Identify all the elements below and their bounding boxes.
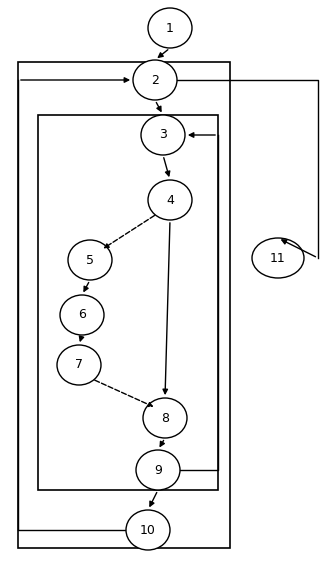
Text: 6: 6 xyxy=(78,308,86,321)
Ellipse shape xyxy=(141,115,185,155)
Text: 9: 9 xyxy=(154,463,162,476)
Ellipse shape xyxy=(60,295,104,335)
Ellipse shape xyxy=(133,60,177,100)
Text: 2: 2 xyxy=(151,73,159,87)
Text: 1: 1 xyxy=(166,21,174,34)
Ellipse shape xyxy=(252,238,304,278)
Ellipse shape xyxy=(143,398,187,438)
Ellipse shape xyxy=(148,8,192,48)
Ellipse shape xyxy=(136,450,180,490)
Bar xyxy=(38,115,218,490)
Ellipse shape xyxy=(148,180,192,220)
Ellipse shape xyxy=(57,345,101,385)
Text: 3: 3 xyxy=(159,129,167,142)
Bar xyxy=(18,62,230,548)
Text: 11: 11 xyxy=(270,251,286,265)
Text: 8: 8 xyxy=(161,412,169,425)
Text: 4: 4 xyxy=(166,193,174,207)
Text: 7: 7 xyxy=(75,359,83,371)
Ellipse shape xyxy=(68,240,112,280)
Text: 10: 10 xyxy=(140,523,156,537)
Text: 5: 5 xyxy=(86,254,94,266)
Ellipse shape xyxy=(126,510,170,550)
